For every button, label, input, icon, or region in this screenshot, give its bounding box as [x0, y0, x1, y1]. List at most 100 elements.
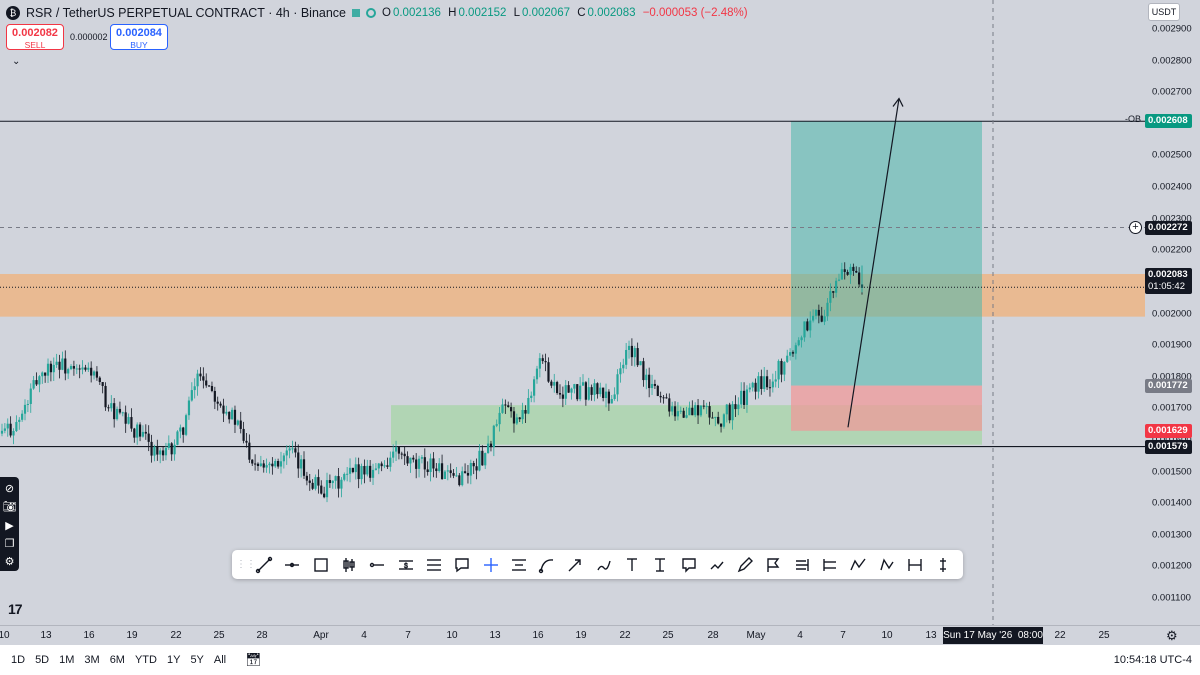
crosshair-icon[interactable]: [476, 550, 504, 579]
trend-line-icon[interactable]: [250, 550, 278, 579]
range-button-3m[interactable]: 3M: [84, 654, 100, 666]
candle-body: [774, 379, 777, 382]
range-button-ytd[interactable]: YTD: [134, 654, 157, 666]
symbol-icon[interactable]: ₿: [6, 6, 20, 20]
settings-icon[interactable]: ⚙: [4, 556, 15, 569]
candle-body: [708, 406, 711, 418]
candle-body: [673, 406, 677, 417]
position-target-zone: [791, 121, 982, 386]
range-button-5y[interactable]: 5Y: [190, 654, 204, 666]
layers-icon[interactable]: ❐: [4, 537, 15, 550]
path-icon[interactable]: [703, 550, 731, 579]
candle-body: [754, 382, 757, 392]
current-price: 0.002083: [1148, 268, 1188, 280]
camera-icon[interactable]: 📷︎: [2, 501, 17, 514]
currency-selector[interactable]: USDT: [1148, 3, 1180, 21]
time-tick: 22: [619, 630, 631, 641]
candle-body: [478, 450, 481, 471]
price-tick: 0.001300: [1152, 529, 1192, 541]
candle-body: [627, 345, 631, 350]
candle-body: [277, 460, 280, 467]
candles-icon[interactable]: [335, 550, 363, 579]
candle-body: [507, 405, 510, 408]
candle-body: [803, 321, 806, 338]
candle-body: [823, 316, 826, 322]
candle-body: [130, 417, 133, 429]
candle-body: [386, 465, 389, 467]
parallel-channel-icon[interactable]: [420, 550, 448, 579]
anchored-text-icon[interactable]: [646, 550, 674, 579]
callout-icon[interactable]: [448, 550, 476, 579]
regression-icon[interactable]: [505, 550, 533, 579]
candle-body: [800, 337, 803, 341]
horizontal-ray-icon[interactable]: [363, 550, 391, 579]
candle-body: [23, 404, 27, 414]
candle-body: [377, 463, 380, 469]
curve-icon[interactable]: [533, 550, 561, 579]
axis-settings-icon[interactable]: ⚙: [1166, 628, 1178, 643]
horizontal-line-icon[interactable]: [278, 550, 306, 579]
candle-body: [403, 453, 406, 457]
text-icon[interactable]: [618, 550, 646, 579]
range-button-1d[interactable]: 1D: [11, 654, 26, 666]
pitchfork-icon[interactable]: [788, 550, 816, 579]
candle-body: [337, 476, 340, 489]
flag-icon[interactable]: [759, 550, 787, 579]
range-button-all[interactable]: All: [213, 654, 227, 666]
candle-body: [587, 387, 590, 400]
price-scale[interactable]: USDT 0.0029000.0028000.0027000.0026000.0…: [1145, 0, 1200, 625]
clock[interactable]: 10:54:18 UTC-4: [1113, 654, 1192, 666]
symbol-title[interactable]: RSR / TetherUS PERPETUAL CONTRACT · 4h ·…: [26, 6, 347, 20]
candle-body: [118, 408, 122, 413]
candle-body: [323, 493, 326, 498]
range-button-5d[interactable]: 5D: [35, 654, 50, 666]
range-button-1y[interactable]: 1Y: [166, 654, 181, 666]
candle-body: [193, 386, 196, 391]
collapse-chevron-icon[interactable]: ⌄: [12, 56, 21, 67]
drag-handle-icon[interactable]: ⋮⋮: [236, 559, 256, 570]
high-value: 0.002152: [458, 7, 507, 19]
candle-body: [366, 465, 369, 475]
candle-body: [67, 369, 70, 374]
time-tick: 16: [83, 630, 95, 641]
candle-body: [173, 444, 176, 455]
screenshot-icon[interactable]: ⊘: [4, 482, 15, 495]
tradingview-logo[interactable]: 17: [8, 601, 23, 617]
candle-body: [205, 380, 208, 386]
candle-body: [72, 366, 76, 369]
add-alert-icon[interactable]: +: [1129, 221, 1142, 234]
rectangle-icon[interactable]: [307, 550, 335, 579]
comment-icon[interactable]: [674, 550, 702, 579]
pencil-icon[interactable]: [731, 550, 759, 579]
chart-svg[interactable]: [0, 0, 1145, 625]
pattern-icon[interactable]: [844, 550, 872, 579]
candle-body: [423, 457, 426, 470]
candle-body: [682, 410, 685, 418]
arrow-icon[interactable]: [561, 550, 589, 579]
candle-body: [573, 384, 576, 389]
range-button-6m[interactable]: 6M: [109, 654, 125, 666]
time-axis[interactable]: 10 13 16 19 22 25 28 Apr 4 7 10 13 16 19 22 25 28 May 4 7 10…: [0, 625, 1200, 645]
chart-canvas[interactable]: ₿ RSR / TetherUS PERPETUAL CONTRACT · 4h…: [0, 0, 1145, 625]
candle-body: [613, 394, 616, 399]
candle-body: [696, 405, 700, 416]
price-label-icon[interactable]: $: [391, 550, 419, 579]
candle-body: [719, 423, 723, 427]
date-range-icon[interactable]: [929, 550, 957, 579]
chart-header: ₿ RSR / TetherUS PERPETUAL CONTRACT · 4h…: [6, 4, 748, 22]
candle-body: [360, 466, 363, 480]
candle-body: [837, 279, 841, 281]
video-icon[interactable]: ▶: [5, 519, 14, 532]
candle-body: [564, 385, 567, 399]
buy-button[interactable]: 0.002084 BUY: [110, 24, 168, 50]
candle-body: [593, 383, 596, 395]
sell-button[interactable]: 0.002082 SELL: [6, 24, 64, 50]
fib-icon[interactable]: [816, 550, 844, 579]
candle-body: [412, 457, 415, 460]
calendar-icon[interactable]: 📅︎: [245, 652, 262, 667]
candle-body: [435, 468, 438, 472]
range-button-1m[interactable]: 1M: [59, 654, 75, 666]
ruler-icon[interactable]: [901, 550, 929, 579]
polyline-icon[interactable]: [873, 550, 901, 579]
brush-icon[interactable]: [590, 550, 618, 579]
